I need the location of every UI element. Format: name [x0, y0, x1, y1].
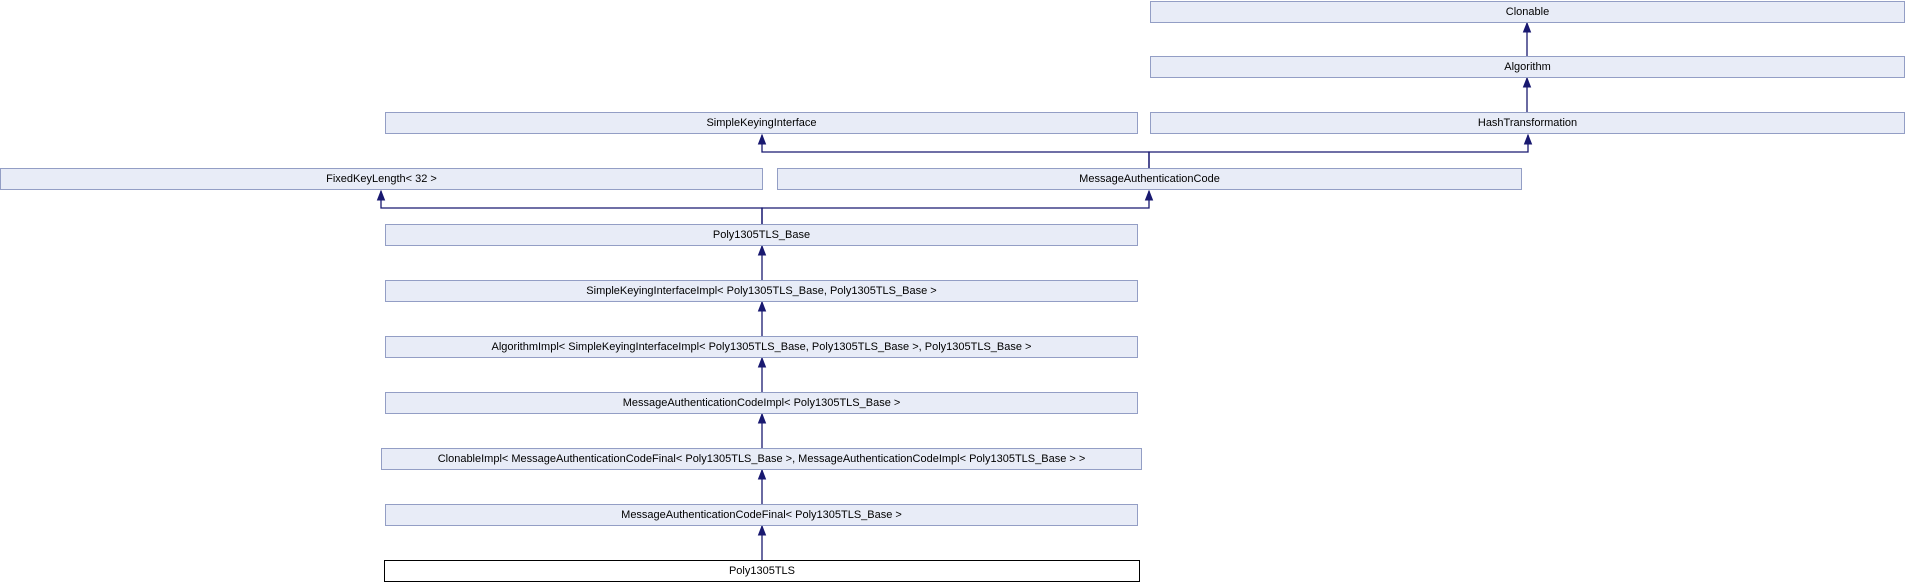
- arrowhead-icon: [757, 244, 767, 256]
- class-node-label: SimpleKeyingInterface: [706, 116, 817, 129]
- class-node-label: Algorithm: [1504, 60, 1551, 73]
- class-node-label: Poly1305TLS: [728, 564, 796, 577]
- inheritance-edge-message-authentication-code-to-hash-transformation: [1148, 135, 1529, 168]
- arrowhead-icon: [757, 300, 767, 312]
- class-node-message-authentication-code-final[interactable]: MessageAuthenticationCodeFinal< Poly1305…: [385, 504, 1138, 526]
- inheritance-edge-poly1305tls-base-to-message-authentication-code: [761, 191, 1150, 224]
- arrowhead-icon: [757, 468, 767, 480]
- class-node-poly1305tls-base[interactable]: Poly1305TLS_Base: [385, 224, 1138, 246]
- class-node-label: MessageAuthenticationCode: [1079, 172, 1220, 185]
- class-node-label: Clonable: [1505, 5, 1550, 18]
- inheritance-edge-message-authentication-code-to-simple-keying-interface: [761, 135, 1150, 168]
- class-node-algorithm-impl[interactable]: AlgorithmImpl< SimpleKeyingInterfaceImpl…: [385, 336, 1138, 358]
- arrowhead-icon: [757, 524, 767, 536]
- class-node-label: SimpleKeyingInterfaceImpl< Poly1305TLS_B…: [586, 284, 937, 297]
- arrowhead-icon: [757, 133, 767, 145]
- arrowhead-icon: [757, 356, 767, 368]
- class-node-message-authentication-code-impl[interactable]: MessageAuthenticationCodeImpl< Poly1305T…: [385, 392, 1138, 414]
- arrowhead-icon: [376, 189, 386, 201]
- class-node-label: ClonableImpl< MessageAuthenticationCodeF…: [437, 452, 1086, 465]
- class-node-algorithm[interactable]: Algorithm: [1150, 56, 1905, 78]
- class-node-fixed-key-length[interactable]: FixedKeyLength< 32 >: [0, 168, 763, 190]
- inheritance-edge-poly1305tls-base-to-fixed-key-length: [380, 191, 763, 224]
- arrowhead-icon: [1522, 21, 1532, 33]
- arrowhead-icon: [757, 412, 767, 424]
- class-node-label: AlgorithmImpl< SimpleKeyingInterfaceImpl…: [491, 340, 1032, 353]
- arrowhead-icon: [1144, 189, 1154, 201]
- class-node-simple-keying-interface-impl[interactable]: SimpleKeyingInterfaceImpl< Poly1305TLS_B…: [385, 280, 1138, 302]
- class-node-label: FixedKeyLength< 32 >: [326, 172, 437, 185]
- arrowhead-icon: [1522, 76, 1532, 88]
- class-node-clonable[interactable]: Clonable: [1150, 1, 1905, 23]
- class-node-label: Poly1305TLS_Base: [712, 228, 811, 241]
- arrowhead-icon: [1523, 133, 1533, 145]
- class-node-hash-transformation[interactable]: HashTransformation: [1150, 112, 1905, 134]
- class-node-label: MessageAuthenticationCodeImpl< Poly1305T…: [622, 396, 901, 409]
- class-node-poly1305tls: Poly1305TLS: [384, 560, 1140, 582]
- class-node-simple-keying-interface[interactable]: SimpleKeyingInterface: [385, 112, 1138, 134]
- class-node-message-authentication-code[interactable]: MessageAuthenticationCode: [777, 168, 1522, 190]
- class-node-label: MessageAuthenticationCodeFinal< Poly1305…: [621, 508, 902, 521]
- class-node-label: HashTransformation: [1477, 116, 1578, 129]
- class-node-clonable-impl[interactable]: ClonableImpl< MessageAuthenticationCodeF…: [381, 448, 1142, 470]
